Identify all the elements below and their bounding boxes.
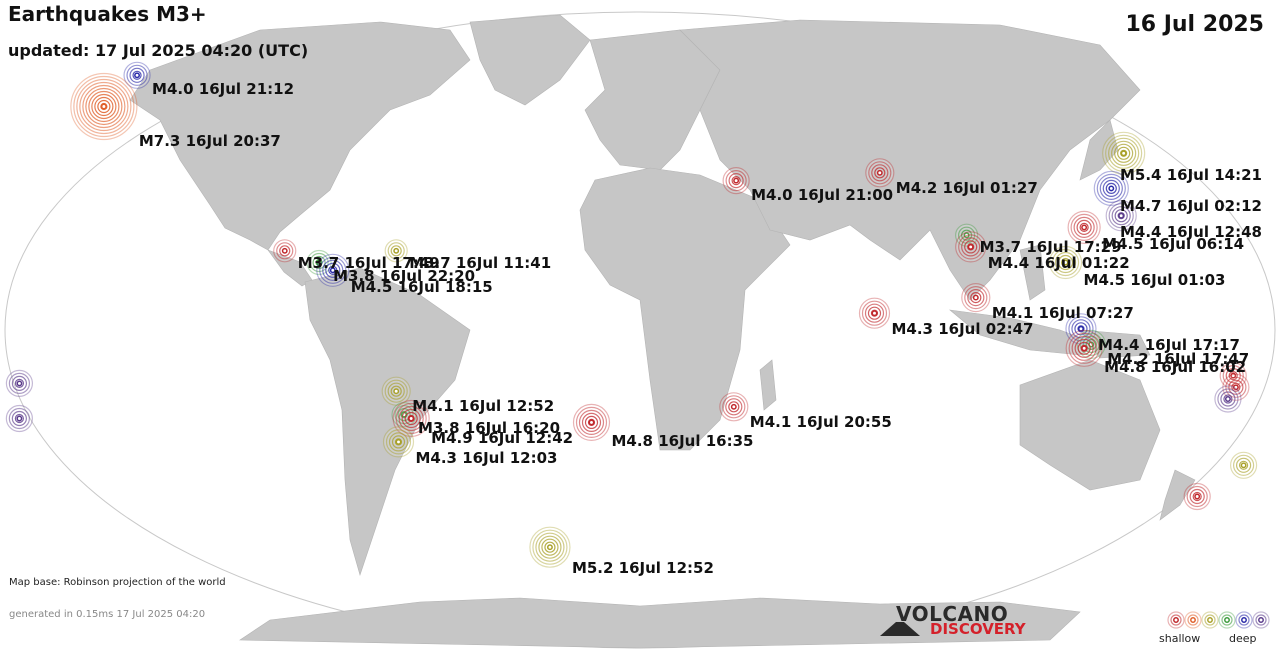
quake-label: M4.5 16Jul 06:14 — [1102, 235, 1245, 254]
quake-marker[interactable] — [529, 526, 571, 568]
quake-marker[interactable] — [955, 231, 987, 263]
africa-landmass — [579, 167, 791, 451]
quake-marker[interactable] — [1093, 170, 1129, 206]
quake-label: M4.5 16Jul 18:15 — [350, 278, 493, 297]
quake-label: M4.4 16Jul 01:22 — [987, 253, 1130, 272]
quake-marker[interactable] — [1222, 373, 1250, 401]
quake-marker[interactable] — [1067, 210, 1101, 244]
page-title: Earthquakes M3+ — [8, 2, 207, 26]
map-date: 16 Jul 2025 — [1125, 12, 1264, 37]
north-america-landmass — [129, 21, 471, 251]
quake-label: M3.7 16Jul 11:41 — [409, 253, 552, 272]
legend-depth-swatch — [1184, 611, 1202, 629]
quake-label: M3.8 16Jul 16:20 — [418, 418, 561, 437]
quake-marker[interactable] — [1102, 131, 1146, 175]
new-zealand-landmass — [1159, 469, 1196, 521]
quake-marker[interactable] — [722, 167, 750, 195]
quake-label: M4.7 16Jul 02:12 — [1120, 197, 1262, 216]
quake-label: M4.4 16Jul 17:17 — [1097, 335, 1240, 354]
volcano-icon — [880, 622, 920, 636]
quake-marker[interactable] — [70, 72, 138, 141]
legend-depth-swatch — [1167, 611, 1185, 629]
south-america-landmass — [304, 267, 471, 577]
quake-label: M3.7 16Jul 17:29 — [979, 238, 1122, 257]
japan-landmass — [1079, 119, 1119, 181]
quake-label: M4.5 16Jul 01:03 — [1083, 270, 1226, 289]
quake-label: M5.2 16Jul 12:52 — [571, 559, 714, 578]
quake-marker[interactable] — [572, 403, 611, 441]
legend-depth-swatch — [1235, 611, 1253, 629]
quake-marker[interactable] — [1048, 245, 1083, 280]
greenland-landmass — [469, 14, 591, 106]
quake-marker[interactable] — [1214, 385, 1242, 413]
volcano-discovery-logo[interactable]: VOLCANO DISCOVERY — [880, 602, 1040, 642]
quake-label: M3.7 16Jul 17:49 — [297, 253, 440, 272]
quake-marker[interactable] — [961, 283, 991, 313]
quake-marker[interactable] — [1065, 329, 1103, 367]
quake-label: M5.4 16Jul 14:21 — [1120, 166, 1262, 185]
quake-marker[interactable] — [5, 369, 34, 397]
logo-line2: DISCOVERY — [930, 620, 1026, 638]
quake-label: M4.1 16Jul 07:27 — [991, 303, 1134, 322]
quake-label: M4.1 16Jul 12:52 — [412, 397, 555, 416]
philippines-landmass — [1019, 244, 1046, 301]
map-base-note: Map base: Robinson projection of the wor… — [9, 577, 226, 588]
quake-marker[interactable] — [719, 392, 749, 422]
quake-marker[interactable] — [273, 239, 297, 263]
quake-marker[interactable] — [123, 61, 151, 89]
quake-marker[interactable] — [382, 426, 415, 458]
quake-label: M4.2 16Jul 01:27 — [895, 178, 1038, 197]
quake-label: M4.8 16Jul 16:35 — [611, 432, 754, 451]
quake-label: M4.9 16Jul 12:42 — [431, 428, 574, 447]
quake-label: M4.3 16Jul 02:47 — [891, 320, 1034, 339]
quake-marker[interactable] — [306, 249, 332, 276]
legend-depth-swatch — [1201, 611, 1219, 629]
quake-label: M3.8 16Jul 22:20 — [333, 266, 476, 285]
quake-label: M4.3 16Jul 12:03 — [415, 448, 558, 467]
madagascar-landmass — [759, 359, 777, 411]
legend-depth-swatch — [1252, 611, 1270, 629]
quake-marker[interactable] — [1105, 200, 1137, 232]
updated-timestamp: updated: 17 Jul 2025 04:20 (UTC) — [8, 41, 309, 60]
quake-label: M4.2 16Jul 17:47 — [1107, 350, 1250, 369]
generated-note: generated in 0.15ms 17 Jul 2025 04:20 — [9, 609, 206, 620]
quake-label: M4.1 16Jul 20:55 — [749, 412, 892, 431]
legend-deep-label: deep — [1229, 632, 1257, 645]
quake-marker[interactable] — [381, 376, 411, 406]
logo-line1: VOLCANO — [896, 602, 1009, 626]
quake-marker[interactable] — [5, 404, 33, 433]
australia-landmass — [1019, 359, 1161, 491]
legend-depth-swatch — [1218, 611, 1236, 629]
quake-marker[interactable] — [392, 399, 430, 438]
quake-marker[interactable] — [865, 158, 895, 188]
quake-marker[interactable] — [858, 297, 891, 329]
legend-shallow-label: shallow — [1159, 632, 1201, 645]
quake-label: M4.4 16Jul 12:48 — [1120, 222, 1262, 241]
quake-marker[interactable] — [1229, 451, 1258, 479]
quake-marker[interactable] — [316, 253, 350, 287]
quake-label: M7.3 16Jul 20:37 — [138, 131, 281, 150]
quake-marker[interactable] — [384, 239, 408, 263]
antarctica-landmass — [239, 597, 1081, 649]
quake-marker[interactable] — [1183, 482, 1211, 511]
quake-label: M4.8 16Jul 16:02 — [1104, 358, 1247, 377]
quake-label: M4.0 16Jul 21:12 — [152, 80, 295, 99]
quake-label: M4.0 16Jul 21:00 — [751, 185, 894, 204]
